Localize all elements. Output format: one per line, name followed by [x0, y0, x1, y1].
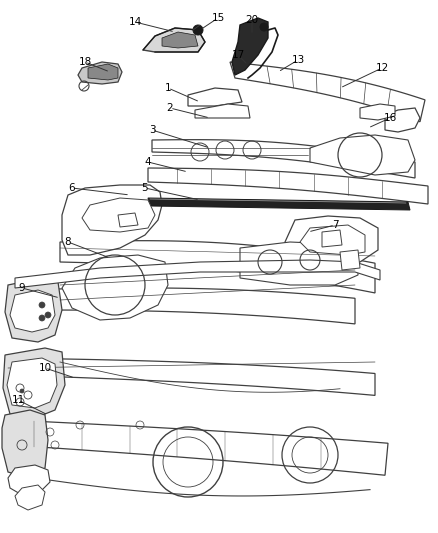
Polygon shape	[118, 213, 138, 227]
Text: 8: 8	[64, 237, 71, 247]
Text: 7: 7	[331, 220, 338, 230]
Polygon shape	[78, 62, 122, 84]
Text: 12: 12	[374, 63, 388, 73]
Polygon shape	[5, 278, 62, 342]
Text: 20: 20	[245, 15, 258, 25]
Circle shape	[193, 25, 202, 35]
Polygon shape	[15, 288, 354, 324]
Polygon shape	[60, 241, 374, 293]
Text: 2: 2	[166, 103, 173, 113]
Polygon shape	[284, 216, 377, 262]
Polygon shape	[194, 104, 249, 118]
Polygon shape	[152, 140, 414, 178]
Polygon shape	[7, 358, 57, 408]
Text: 13: 13	[291, 55, 304, 65]
Text: 6: 6	[68, 183, 75, 193]
Circle shape	[39, 315, 45, 321]
Polygon shape	[15, 260, 379, 288]
Polygon shape	[143, 28, 205, 52]
Text: 5: 5	[141, 183, 148, 193]
Polygon shape	[162, 32, 198, 48]
Text: 17: 17	[231, 50, 244, 60]
Polygon shape	[309, 135, 414, 175]
Polygon shape	[15, 485, 45, 510]
Polygon shape	[88, 64, 118, 80]
Polygon shape	[240, 242, 357, 285]
Polygon shape	[62, 255, 168, 320]
Text: 15: 15	[211, 13, 224, 23]
Circle shape	[259, 23, 267, 31]
Polygon shape	[384, 108, 419, 132]
Circle shape	[39, 302, 45, 308]
Circle shape	[45, 312, 51, 318]
Text: 14: 14	[128, 17, 141, 27]
Text: 18: 18	[78, 57, 92, 67]
Text: 10: 10	[39, 363, 51, 373]
Polygon shape	[2, 410, 48, 478]
Text: 4: 4	[145, 157, 151, 167]
Polygon shape	[299, 225, 364, 255]
Polygon shape	[10, 420, 387, 475]
Circle shape	[20, 389, 24, 393]
Text: 1: 1	[164, 83, 171, 93]
Text: 11: 11	[11, 395, 25, 405]
Polygon shape	[359, 104, 394, 120]
Polygon shape	[82, 198, 155, 232]
Polygon shape	[8, 465, 50, 495]
Polygon shape	[321, 230, 341, 247]
Polygon shape	[148, 198, 409, 210]
Text: 3: 3	[148, 125, 155, 135]
Polygon shape	[230, 62, 424, 122]
Polygon shape	[3, 348, 65, 418]
Text: 9: 9	[19, 283, 25, 293]
Polygon shape	[8, 358, 374, 395]
Polygon shape	[62, 185, 162, 255]
Polygon shape	[148, 168, 427, 204]
Text: 16: 16	[382, 113, 396, 123]
Polygon shape	[339, 250, 359, 270]
Polygon shape	[187, 88, 241, 106]
Polygon shape	[231, 18, 267, 75]
Polygon shape	[10, 290, 55, 332]
